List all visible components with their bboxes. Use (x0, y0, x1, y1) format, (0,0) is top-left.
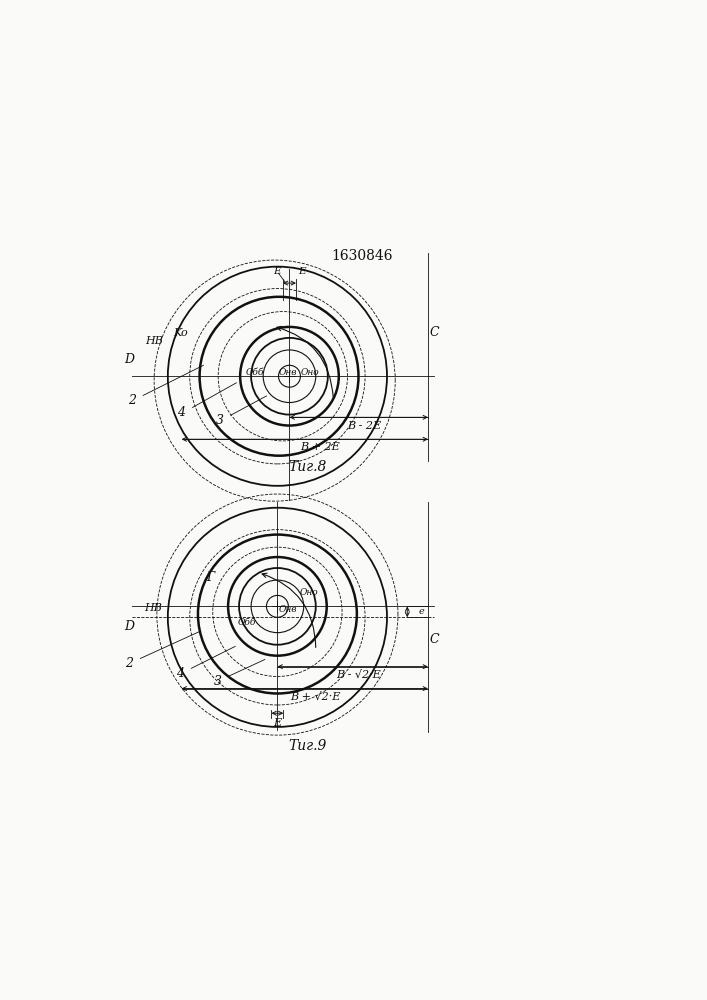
Text: Oнo: Oнo (300, 588, 318, 597)
Text: Oнo: Oнo (301, 368, 320, 377)
Text: 4: 4 (177, 667, 185, 680)
Text: Τиг.8: Τиг.8 (288, 460, 327, 474)
Text: 3: 3 (216, 414, 224, 427)
Text: Τиг.9: Τиг.9 (288, 739, 327, 753)
Text: B + √2·E: B + √2·E (291, 692, 341, 702)
Text: Oбб: Oбб (238, 618, 257, 627)
Text: C: C (430, 326, 440, 339)
Text: D: D (124, 353, 134, 366)
Text: E: E (274, 718, 281, 728)
Text: D: D (124, 620, 134, 633)
Text: e: e (418, 607, 423, 616)
Text: Oнв: Oнв (279, 605, 298, 614)
Text: 1630846: 1630846 (332, 249, 393, 263)
Text: B - 2E: B - 2E (347, 421, 381, 431)
Text: C: C (430, 633, 440, 646)
Text: 3: 3 (214, 675, 222, 688)
Text: Г: Г (206, 571, 214, 584)
Text: B - √2·E: B - √2·E (336, 670, 380, 680)
Text: HB: HB (145, 336, 163, 346)
Text: 2: 2 (125, 657, 134, 670)
Text: 4: 4 (177, 406, 185, 419)
Text: 2: 2 (128, 394, 136, 407)
Text: HB: HB (144, 603, 162, 613)
Text: B + 2E: B + 2E (300, 442, 340, 452)
Text: E: E (298, 267, 306, 276)
Text: Oбб: Oбб (245, 368, 264, 377)
Text: Oнв: Oнв (279, 368, 298, 377)
Text: E: E (273, 267, 281, 276)
Text: Ko: Ko (173, 328, 188, 338)
